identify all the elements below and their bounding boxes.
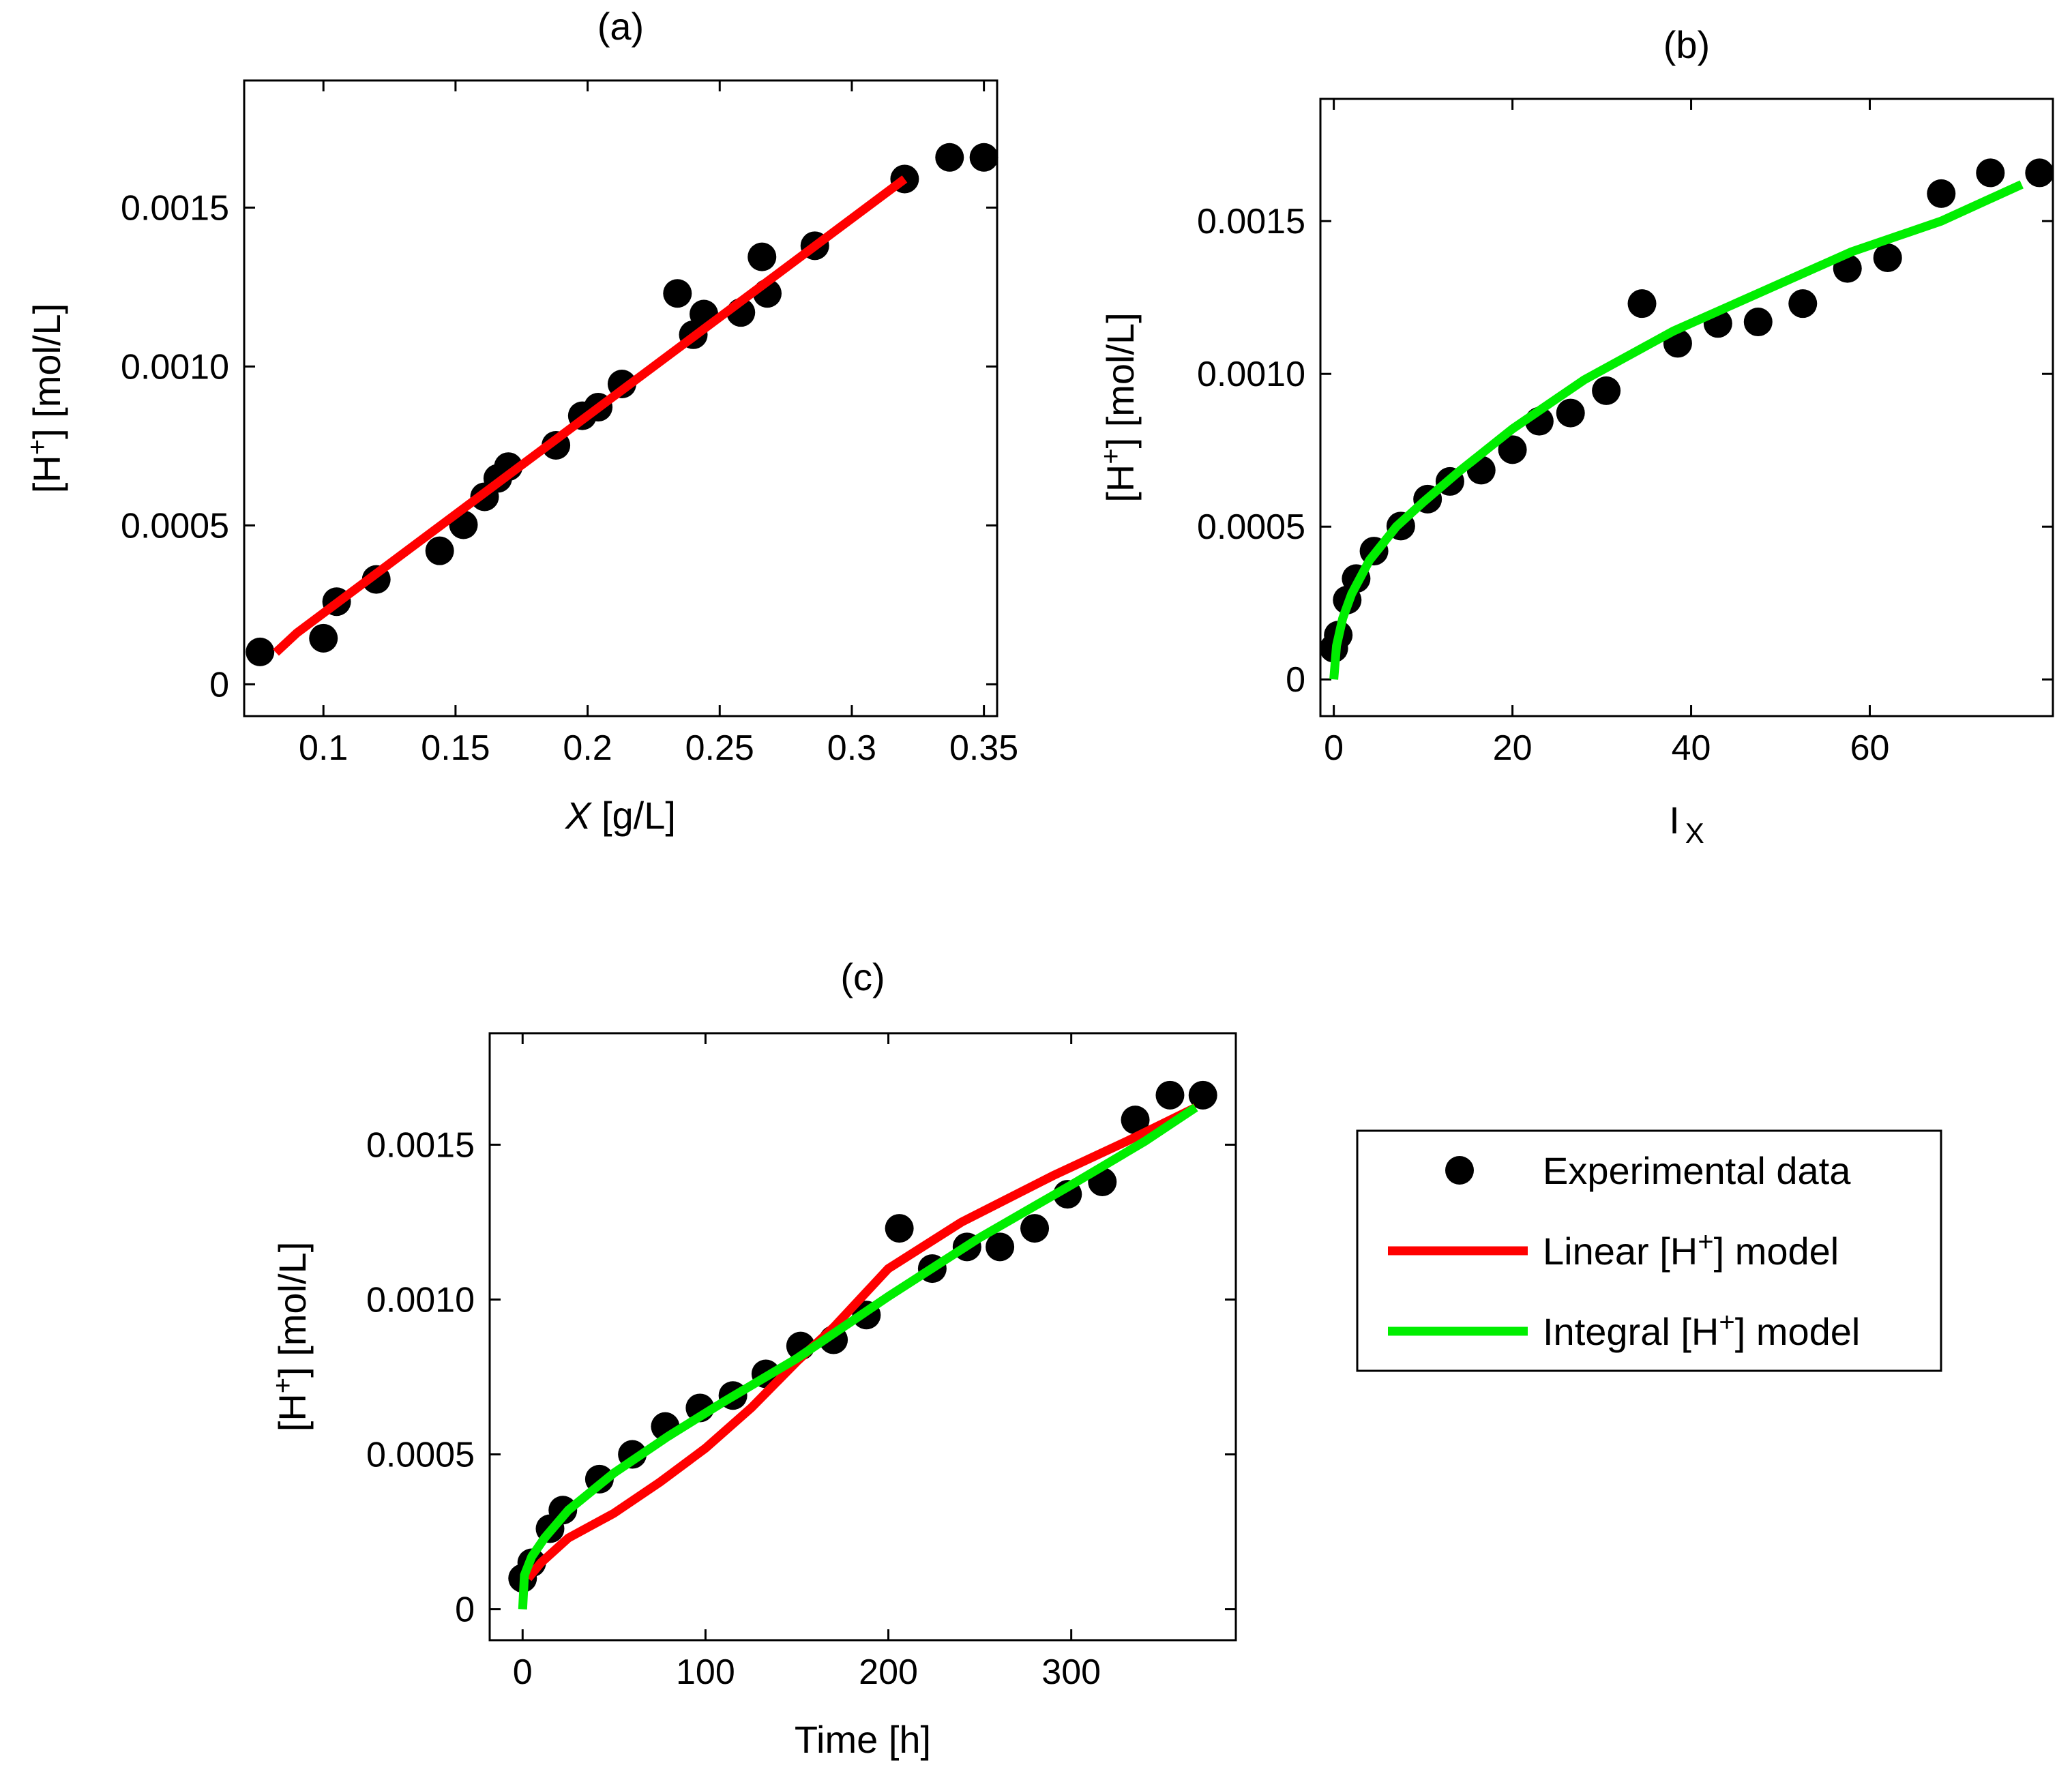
data-point — [1788, 289, 1818, 318]
y-tick-label: 0.0010 — [121, 347, 229, 387]
x-tick-label: 100 — [676, 1652, 735, 1692]
legend-item: Experimental data — [1445, 1149, 1851, 1192]
superscript: + — [1096, 448, 1126, 464]
y-tick-label: 0.0015 — [366, 1125, 475, 1165]
y-tick-label: 0.0010 — [1197, 355, 1305, 394]
series-line-integral-h-model — [1329, 180, 2024, 680]
data-point — [969, 143, 998, 172]
legend-label: Integral [H+] model — [1543, 1307, 1860, 1353]
chart-title: (a) — [597, 5, 644, 48]
data-point — [1927, 179, 1956, 208]
data-point — [1873, 243, 1902, 272]
data-point — [885, 1214, 914, 1243]
superscript: + — [268, 1378, 298, 1393]
data-point — [2025, 158, 2054, 188]
legend-marker — [1445, 1156, 1474, 1185]
x-axis-label-var: X — [564, 794, 593, 837]
x-tick-label: 20 — [1493, 728, 1533, 768]
chart-legend: Experimental data Linear [H+] model Integr… — [1356, 1129, 1942, 1372]
chart-panel-b: 0 20 40 60 0 0.0005 0.0010 0.0015 (b) I X [H+] [mol… — [1096, 23, 2054, 849]
chart-title: (b) — [1663, 23, 1710, 66]
legend-label: Linear [H+] model — [1543, 1227, 1839, 1273]
y-axis-label: [H+] [mol/L] — [1096, 312, 1142, 503]
data-point — [1188, 1080, 1217, 1110]
data-point — [748, 242, 777, 271]
x-tick-label: 0.2 — [563, 728, 612, 768]
x-tick-label: 0 — [1324, 728, 1344, 768]
y-tick-label: 0.0005 — [1197, 507, 1305, 547]
data-point — [309, 623, 338, 653]
y-axis-label: [H+] [mol/L] — [268, 1242, 314, 1432]
y-tick-label: 0 — [1286, 660, 1305, 700]
series-line-integral-h-model — [518, 1103, 1198, 1610]
data-point — [1121, 1106, 1150, 1135]
data-point — [1155, 1080, 1185, 1110]
x-tick-label: 0.35 — [949, 728, 1018, 768]
x-tick-label: 200 — [859, 1652, 918, 1692]
data-point — [1498, 435, 1527, 464]
data-point — [1556, 398, 1585, 428]
y-tick-label: 0.0015 — [121, 188, 229, 228]
x-tick-label: 0.1 — [299, 728, 348, 768]
data-point — [935, 143, 964, 172]
data-point — [986, 1232, 1015, 1262]
x-axis-label-var: I — [1669, 799, 1680, 842]
data-point — [1743, 308, 1773, 337]
superscript: + — [1719, 1307, 1734, 1337]
data-point — [1627, 289, 1657, 318]
data-point — [1976, 158, 2005, 188]
data-point — [1020, 1214, 1050, 1243]
superscript: + — [1698, 1227, 1713, 1257]
legend-item: Integral [H+] model — [1388, 1307, 1860, 1353]
legend-item: Linear [H+] model — [1388, 1227, 1839, 1273]
x-axis-label-unit: [g/L] — [591, 794, 676, 837]
data-point — [425, 536, 454, 565]
x-tick-label: 0 — [513, 1652, 533, 1692]
series-line-linear-h-model — [273, 175, 908, 656]
y-axis-label: [H+] [mol/L] — [23, 303, 68, 494]
y-tick-label: 0.0005 — [366, 1436, 475, 1475]
x-axis-label: X [g/L] — [564, 794, 676, 837]
data-point — [1592, 376, 1621, 405]
x-tick-label: 40 — [1672, 728, 1711, 768]
x-axis-label-sub: X — [1685, 817, 1704, 849]
x-tick-label: 300 — [1041, 1652, 1101, 1692]
axes-box — [243, 79, 998, 717]
data-point — [663, 279, 692, 308]
y-tick-label: 0 — [209, 665, 229, 704]
x-tick-label: 0.25 — [685, 728, 754, 768]
superscript: + — [23, 439, 53, 455]
chart-panel-c: 0 100 200 300 0 0.0005 0.0010 0.0015 (c) Time [h]… — [268, 955, 1237, 1761]
y-tick-label: 0.0010 — [366, 1281, 475, 1320]
y-tick-label: 0.0005 — [121, 506, 229, 546]
axes-box — [488, 1032, 1237, 1642]
y-tick-label: 0 — [455, 1590, 475, 1630]
y-tick-label: 0.0015 — [1197, 202, 1305, 241]
x-tick-label: 0.3 — [827, 728, 876, 768]
chart-title: (c) — [840, 955, 885, 998]
x-axis-label: Time [h] — [795, 1718, 931, 1761]
chart-panel-a: 0.1 0.15 0.2 0.25 0.3 0.35 0 0.0005 0.0010 0.0015… — [23, 5, 1018, 837]
series-line-linear-h-model — [524, 1103, 1198, 1582]
scatter-series — [1319, 158, 2054, 663]
x-tick-label: 60 — [1850, 728, 1890, 768]
legend-label: Experimental data — [1543, 1149, 1851, 1192]
data-point — [246, 637, 275, 666]
axes-box — [1319, 98, 2054, 717]
x-tick-label: 0.15 — [421, 728, 490, 768]
